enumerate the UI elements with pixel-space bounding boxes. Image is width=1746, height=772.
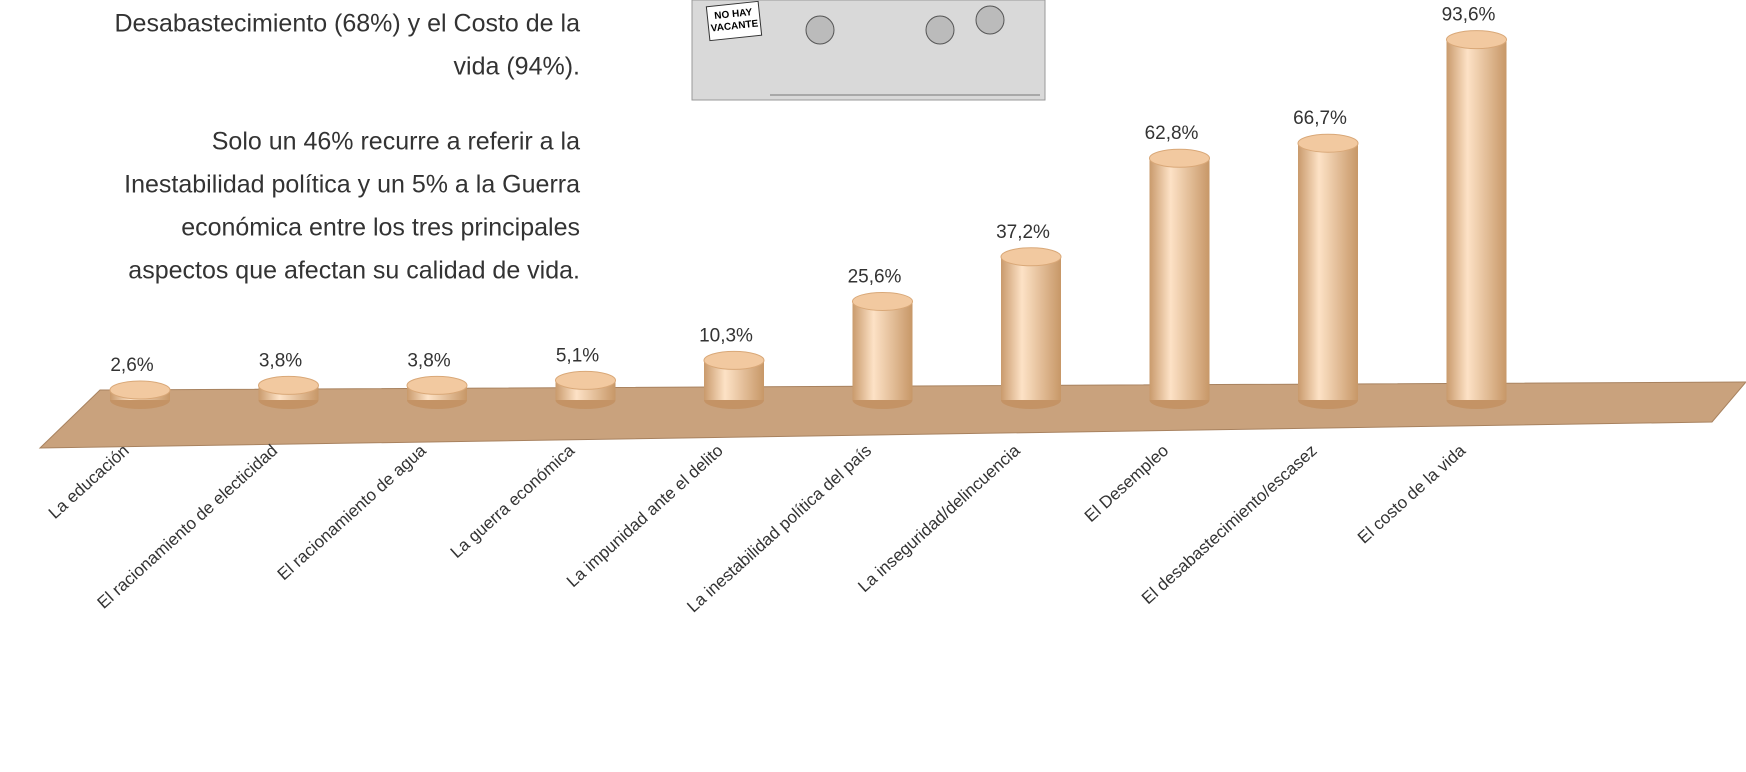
value-label: 25,6% — [848, 266, 902, 287]
bar — [1446, 39, 1507, 400]
x-tick-label: El racionamiento de agua — [274, 440, 430, 583]
bar — [852, 301, 913, 400]
value-label: 93,6% — [1442, 5, 1496, 26]
x-tick-label: La impunidad ante el delito — [563, 441, 727, 591]
x-tick-label: El desabastecimiento/escasez — [1138, 441, 1321, 608]
bar-top — [109, 380, 171, 400]
value-label: 66,7% — [1293, 108, 1347, 129]
value-label: 3,8% — [407, 350, 450, 371]
value-label: 5,1% — [556, 345, 599, 366]
bar — [1001, 256, 1061, 400]
x-tick-label: La inseguridad/delincuencia — [854, 440, 1024, 596]
value-label: 62,8% — [1145, 123, 1199, 144]
annotation-line: Desabastecimiento (68%) y el Costo de la — [114, 10, 580, 38]
value-label: 10,3% — [699, 325, 753, 346]
sign — [705, 0, 763, 42]
value-label: 2,6% — [110, 355, 153, 376]
bar-top — [258, 375, 319, 395]
bar-top — [1000, 247, 1062, 267]
value-label: 37,2% — [996, 222, 1050, 243]
bar — [1149, 158, 1210, 400]
x-tick-label: El costo de la vida — [1354, 440, 1470, 547]
figure — [975, 5, 1005, 35]
x-tick-label: La guerra económica — [447, 440, 579, 561]
bar-top — [406, 375, 468, 395]
bar-top — [1297, 133, 1359, 153]
bar-top — [555, 370, 616, 390]
annotation-line: Solo un 46% recurre a referir a la — [212, 128, 580, 156]
bar — [1298, 143, 1358, 400]
figure — [805, 15, 835, 45]
bar-top — [852, 291, 913, 311]
figure — [925, 15, 955, 45]
bar-top — [1446, 30, 1507, 50]
bar-top — [1149, 148, 1210, 168]
sign-text: NO HAY — [714, 7, 753, 22]
sign-text: VACANTE — [710, 18, 759, 34]
annotation-line: vida (94%). — [454, 53, 580, 81]
value-label: 3,8% — [259, 350, 302, 371]
x-tick-label: El racionamiento de electicidad — [94, 441, 282, 613]
bar-top — [703, 350, 765, 370]
annotation-line: Inestabilidad política y un 5% a la Guer… — [124, 171, 580, 199]
cartoon-image — [691, 0, 1046, 101]
annotation-line: económica entre los tres principales — [181, 214, 580, 242]
x-tick-label: La educación — [45, 441, 133, 523]
annotation-line: aspectos que afectan su calidad de vida. — [128, 257, 580, 285]
x-tick-label: El Desempleo — [1081, 441, 1172, 526]
